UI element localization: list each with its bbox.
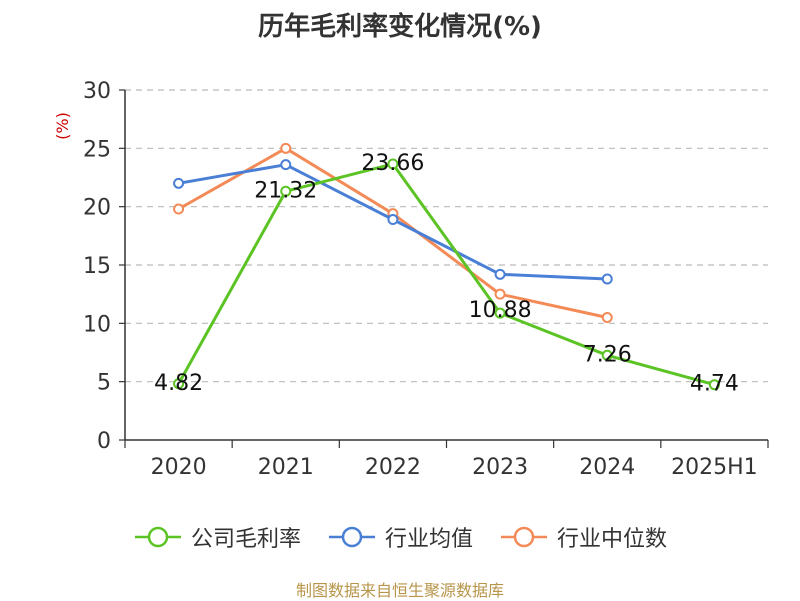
legend-circle [341,526,363,548]
data-point [280,159,292,171]
legend-item-1[interactable]: 行业均值 [327,521,473,553]
y-tick-label: 5 [97,371,111,396]
x-tick-label: 2024 [579,455,635,480]
data-label: 10.88 [469,298,532,323]
data-label: 21.32 [254,178,317,203]
data-point [494,268,506,280]
series-lines [173,142,720,391]
legend: 公司毛利率 行业均值 行业中位数 [0,520,800,554]
y-tick-label: 30 [83,79,111,104]
y-axis-label: (%) [53,112,72,140]
data-labels: 4.82 21.32 23.66 10.88 7.26 4.74 [154,151,739,397]
legend-label: 行业均值 [384,527,473,552]
data-point [387,214,399,225]
data-point [280,142,292,154]
y-tick-label: 10 [83,312,111,337]
series-line-0 [177,162,715,387]
legend-label: 公司毛利率 [190,527,301,552]
y-tick-label: 20 [83,196,111,221]
legend-label: 行业中位数 [557,527,668,552]
chart-title: 历年毛利率变化情况(%) [258,12,542,42]
data-point [601,273,613,285]
x-tick-label: 2025H1 [671,455,758,480]
x-tick-label: 2021 [258,455,314,480]
data-label: 23.66 [361,151,424,176]
data-point [494,307,506,319]
data-point [173,203,185,215]
data-point [173,378,185,390]
legend-circle [147,526,169,548]
data-point [601,312,613,323]
gridlines [125,89,768,383]
legend-line-circle-icon [501,526,547,548]
data-point [494,288,506,300]
y-tick-label: 0 [97,429,111,454]
x-tick-label: 2022 [365,455,421,480]
x-tick-label: 2020 [151,455,207,480]
x-tick-label: 2023 [472,455,528,480]
legend-line-circle-icon [134,526,181,548]
y-tick-label: 15 [83,254,111,279]
axes: 0 5 10 15 20 25 30 (%) 2020 2021 2022 2023 2024 2025H… [53,79,769,480]
legend-circle [513,526,535,548]
source-note: 制图数据来自恒生聚源数据库 [295,581,504,600]
data-point [387,158,399,170]
data-label: 7.26 [583,342,632,367]
data-label: 4.74 [690,372,739,397]
data-point [601,349,613,361]
data-point [280,185,292,197]
legend-line-circle-icon [328,526,375,548]
y-tick-label: 25 [83,137,111,162]
legend-item-0[interactable]: 公司毛利率 [133,521,301,553]
data-point [708,379,720,391]
data-point [173,177,185,189]
data-label: 4.82 [154,371,203,396]
legend-item-2[interactable]: 行业中位数 [499,521,667,553]
